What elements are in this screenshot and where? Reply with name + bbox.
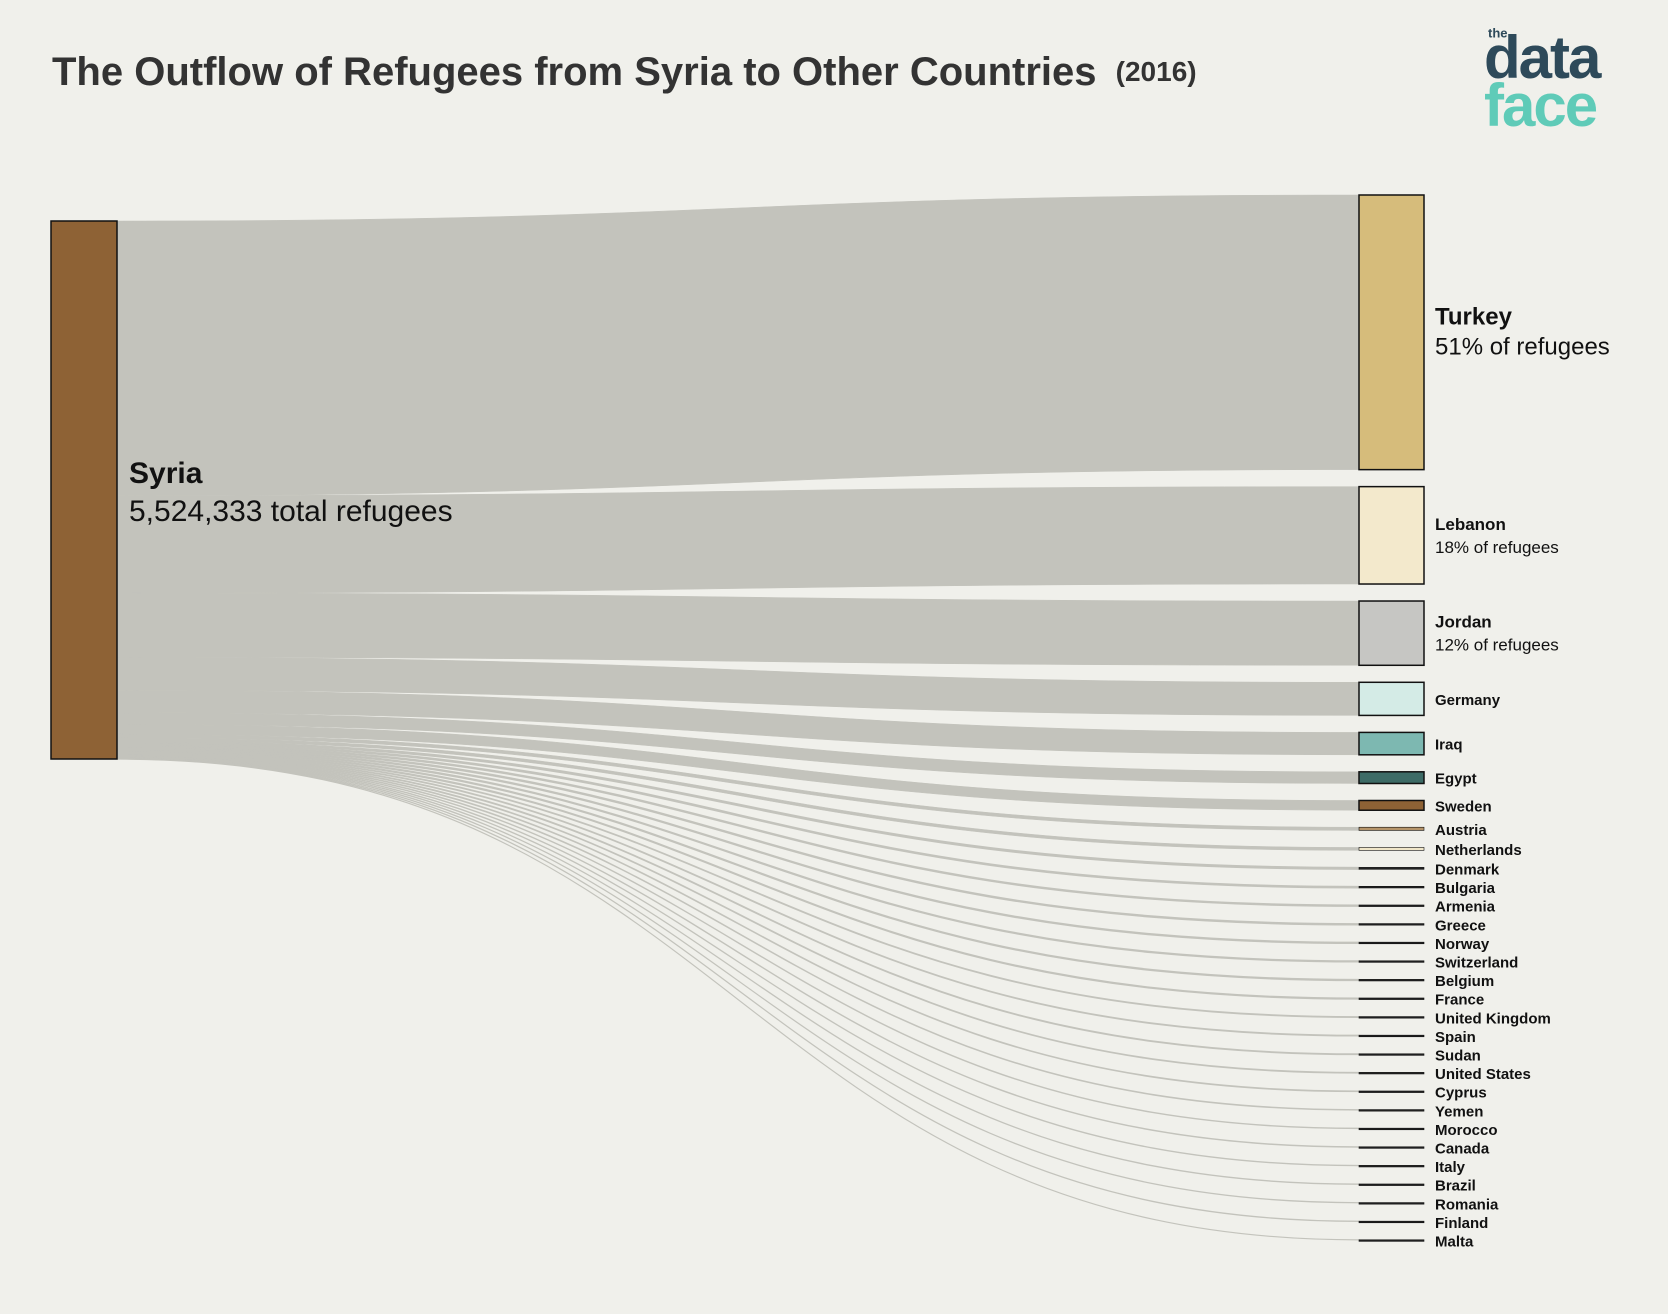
target-name: Lebanon xyxy=(1435,515,1506,534)
target-node xyxy=(1358,1183,1425,1186)
target-name: Bulgaria xyxy=(1435,880,1496,897)
target-name: Iraq xyxy=(1435,737,1463,754)
target-node xyxy=(1358,1034,1425,1038)
target-name: Cyprus xyxy=(1435,1085,1487,1102)
target-name: Jordan xyxy=(1435,613,1492,632)
target-name: Brazil xyxy=(1435,1178,1476,1195)
target-name: United Kingdom xyxy=(1435,1010,1551,1027)
nodes: Syria 5,524,333 total refugees Turkey 51% o… xyxy=(50,194,1610,1251)
target-name: Austria xyxy=(1435,822,1487,839)
target-node xyxy=(1358,1220,1425,1224)
target-node xyxy=(1358,1016,1425,1019)
target-name: Yemen xyxy=(1435,1103,1483,1120)
target-share: 51% of refugees xyxy=(1435,334,1610,361)
target-node xyxy=(1358,1165,1425,1168)
links xyxy=(116,194,1360,1241)
target-name: Spain xyxy=(1435,1029,1476,1046)
target-name: Belgium xyxy=(1435,973,1494,990)
target-node xyxy=(1358,1127,1425,1131)
target-name: Turkey xyxy=(1435,304,1513,331)
target-node xyxy=(1358,886,1425,889)
target-name: Egypt xyxy=(1435,771,1477,788)
target-name: Romania xyxy=(1435,1196,1499,1213)
target-node xyxy=(1358,826,1425,831)
target-node xyxy=(1358,941,1425,945)
source-node xyxy=(50,220,118,760)
target-name: Morocco xyxy=(1435,1122,1498,1139)
title-text: The Outflow of Refugees from Syria to Ot… xyxy=(52,50,1097,94)
logo-line2: face xyxy=(1484,72,1597,139)
chart-title: The Outflow of Refugees from Syria to Ot… xyxy=(52,50,1197,94)
target-name: Switzerland xyxy=(1435,955,1518,972)
target-node xyxy=(1358,194,1425,471)
target-name: Canada xyxy=(1435,1141,1490,1158)
subtitle-text: (2016) xyxy=(1116,56,1197,87)
target-node xyxy=(1358,1239,1425,1242)
target-node xyxy=(1358,997,1425,1000)
source-name: Syria xyxy=(129,457,203,490)
target-node xyxy=(1358,847,1425,851)
target-node xyxy=(1358,681,1425,717)
target-name: Norway xyxy=(1435,936,1490,953)
target-node xyxy=(1358,799,1425,811)
target-node xyxy=(1358,1072,1425,1075)
target-name: Finland xyxy=(1435,1215,1488,1232)
target-name: Sudan xyxy=(1435,1048,1481,1065)
target-node xyxy=(1358,960,1425,963)
target-node xyxy=(1358,771,1425,785)
target-name: Denmark xyxy=(1435,861,1500,878)
target-node xyxy=(1358,923,1425,926)
target-name: Netherlands xyxy=(1435,842,1522,859)
target-name: Greece xyxy=(1435,917,1486,934)
target-share: 12% of refugees xyxy=(1435,636,1559,655)
target-share: 18% of refugees xyxy=(1435,538,1559,557)
target-node xyxy=(1358,731,1425,756)
logo: the data face xyxy=(1484,24,1604,139)
target-node xyxy=(1358,600,1425,667)
target-node xyxy=(1358,1053,1425,1056)
target-name: Germany xyxy=(1435,692,1501,709)
logo-small: the xyxy=(1488,25,1508,40)
target-name: Malta xyxy=(1435,1234,1474,1251)
flow-link xyxy=(116,592,1360,666)
target-node xyxy=(1358,1202,1425,1205)
target-name: Armenia xyxy=(1435,899,1496,916)
target-node xyxy=(1358,867,1425,870)
target-name: Sweden xyxy=(1435,798,1492,815)
target-node xyxy=(1358,979,1425,982)
source-total: 5,524,333 total refugees xyxy=(129,495,453,528)
target-name: Italy xyxy=(1435,1159,1466,1176)
flow-link xyxy=(116,194,1360,496)
target-node xyxy=(1358,1146,1425,1149)
target-node xyxy=(1358,904,1425,907)
target-node xyxy=(1358,485,1425,585)
logo-line1: data xyxy=(1484,24,1602,91)
target-name: France xyxy=(1435,992,1484,1009)
target-node xyxy=(1358,1109,1425,1112)
target-node xyxy=(1358,1090,1425,1093)
target-name: United States xyxy=(1435,1066,1531,1083)
